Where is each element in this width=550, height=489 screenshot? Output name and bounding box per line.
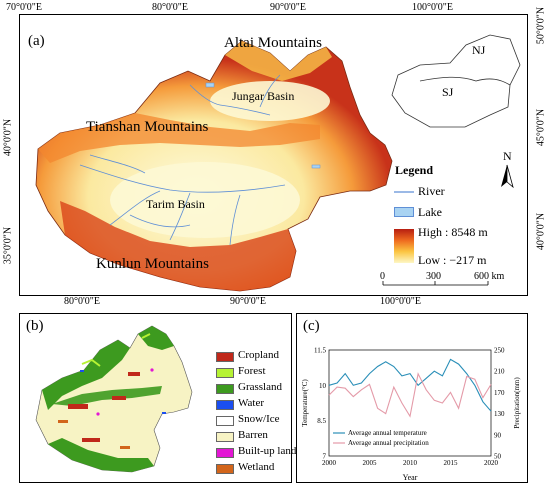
top-tick-90e: 90°0'0"E <box>270 2 306 13</box>
legend-lake-label: Lake <box>418 205 442 219</box>
top-tick-80e: 80°0'0"E <box>152 2 188 13</box>
label-tarim-basin: Tarim Basin <box>146 197 205 211</box>
legend-title: Legend <box>395 163 434 177</box>
legend-elevation-ramp <box>394 229 414 263</box>
x-tick-label-4: 2020 <box>484 459 499 467</box>
legend-barren-swatch <box>216 432 234 442</box>
climate-chart: 2000 2005 2010 2015 2020 7 8.5 10 11.5 50 90 130 170… <box>301 347 521 483</box>
series-line-temperature <box>328 358 492 412</box>
panel-b-label: (b) <box>26 318 44 334</box>
panel-a-label: (a) <box>28 33 45 49</box>
y-right-tick-label-1: 90 <box>494 431 502 439</box>
panel-c-frame: (c) 2000 2005 2010 2015 2020 7 8.5 10 11.5 50 90 13… <box>296 313 528 483</box>
legend-cropland-label: Cropland <box>238 349 279 361</box>
y-right-tick-label-0: 50 <box>494 453 502 461</box>
y-left-tick-label-0: 7 <box>323 453 327 461</box>
label-jungar-basin: Jungar Basin <box>232 89 295 103</box>
panel-c-label: (c) <box>303 318 320 334</box>
x-tick-label-1: 2005 <box>363 459 378 467</box>
inset-label-sj: SJ <box>442 85 454 99</box>
legend-forest-swatch <box>216 368 234 378</box>
scale-tick-600: 600 km <box>474 271 505 282</box>
legend-high-label: High : 8548 m <box>418 225 488 239</box>
inset-map <box>391 34 521 128</box>
label-kunlun-mountains: Kunlun Mountains <box>96 256 209 272</box>
left-tick-35n: 35°0'0"N <box>2 226 14 265</box>
tarim-basin-area <box>110 162 300 238</box>
y-right-tick-label-2: 130 <box>494 410 505 418</box>
bottom-tick-90e: 90°0'0"E <box>230 296 266 307</box>
panel-b-frame: (b) Cropland Forest Grassland Water Snow… <box>19 313 296 483</box>
legend-cropland-swatch <box>216 352 234 362</box>
x-tick-label-3: 2015 <box>444 459 459 467</box>
legend-lake-swatch <box>394 207 414 217</box>
kunlun-band <box>60 201 296 291</box>
legend-barren-label: Barren <box>238 429 268 441</box>
legend-forest-label: Forest <box>238 365 266 377</box>
scale-tick-0: 0 <box>380 271 385 282</box>
left-tick-40n: 40°0'0"N <box>2 118 14 157</box>
bottom-tick-80e: 80°0'0"E <box>64 296 100 307</box>
y-right-axis-label: Precipitation(mm) <box>513 377 521 429</box>
plot-area <box>328 349 492 457</box>
x-tick-label-2: 2010 <box>403 459 418 467</box>
y-right-tick-label-5: 250 <box>494 347 505 355</box>
top-tick-100e: 100°0'0"E <box>412 2 453 13</box>
legend-water-swatch <box>216 400 234 410</box>
legend-low-label: Low : −217 m <box>418 253 487 267</box>
x-axis-label: Year <box>403 473 418 482</box>
label-tianshan-mountains: Tianshan Mountains <box>86 119 209 135</box>
lake-2 <box>311 164 321 169</box>
y-left-tick-label-1: 8.5 <box>317 417 326 425</box>
legend-wetland-swatch <box>216 464 234 474</box>
legend-snow-ice-label: Snow/Ice <box>238 413 280 425</box>
lake-1 <box>205 82 215 88</box>
right-tick-45n: 45°0'0"N <box>535 108 547 147</box>
right-tick-50n: 50°0'0"N <box>535 6 547 45</box>
landcover-map <box>35 325 193 473</box>
legend-grassland-swatch <box>216 384 234 394</box>
elevation-map <box>35 34 521 292</box>
panel-a-frame: (a) Altai Mountains Jungar Basin Tiansha… <box>19 14 528 296</box>
label-altai-mountains: Altai Mountains <box>224 35 322 51</box>
right-tick-40n: 40°0'0"N <box>535 212 547 251</box>
river-network <box>79 74 286 246</box>
inset-label-nj: NJ <box>472 43 486 57</box>
altai-band <box>225 41 332 81</box>
y-right-tick-label-3: 170 <box>494 389 505 397</box>
series-line-precipitation <box>328 372 492 418</box>
y-right-tick-label-4: 210 <box>494 368 505 376</box>
legend-built-up-swatch <box>216 448 234 458</box>
legend-built-up-label: Built-up land <box>238 445 297 457</box>
y-left-tick-label-2: 10 <box>319 382 327 390</box>
top-tick-70e: 70°0'0"E <box>6 2 42 13</box>
legend-precip-label: Average annual precipitation <box>348 439 429 447</box>
legend-wetland-label: Wetland <box>238 461 275 473</box>
tianshan-band <box>38 113 320 163</box>
y-left-tick-label-3: 11.5 <box>314 347 326 355</box>
legend-snow-ice-swatch <box>216 416 234 426</box>
legend-water-label: Water <box>238 397 264 409</box>
jungar-basin-area <box>210 81 330 121</box>
north-arrow-label: N <box>503 149 512 163</box>
legend-river-icon <box>394 191 414 193</box>
north-arrow-icon <box>501 164 514 189</box>
x-tick-label-0: 2000 <box>322 459 337 467</box>
legend-grassland-label: Grassland <box>238 381 282 393</box>
legend-river-label: River <box>418 184 445 198</box>
scale-bar <box>382 281 489 286</box>
y-left-axis-label: Temperature(°C) <box>301 379 309 427</box>
bottom-tick-100e: 100°0'0"E <box>380 296 421 307</box>
scale-tick-300: 300 <box>426 271 441 282</box>
legend-temp-label: Average annual temperature <box>348 429 427 437</box>
